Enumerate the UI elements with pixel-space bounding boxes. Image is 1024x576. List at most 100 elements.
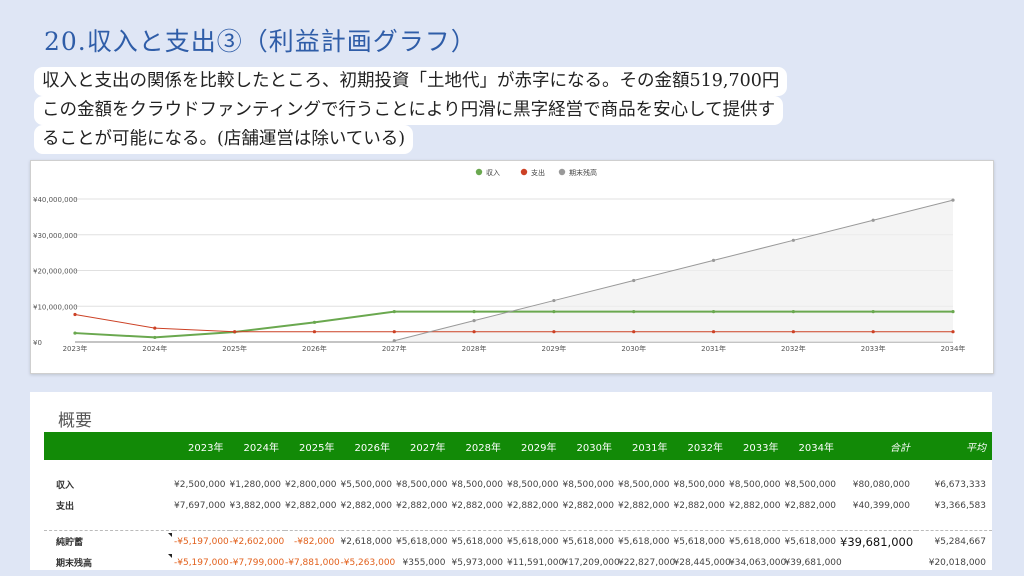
data-point	[472, 310, 476, 314]
line-chart: ¥0 ¥10,000,000 ¥20,000,000 ¥30,000,000 ¥40,0…	[33, 168, 966, 353]
x-tick-label: 2023年	[63, 344, 88, 353]
data-point	[951, 198, 955, 202]
table-cell: ¥5,618,000	[618, 530, 674, 552]
table-cell: ¥8,500,000	[562, 479, 615, 490]
header-year: 2033年	[729, 432, 785, 460]
header-year: 2025年	[285, 432, 341, 460]
table-cell: -¥7,881,000	[285, 557, 340, 568]
row-label: 支出	[56, 502, 75, 512]
data-point	[233, 330, 237, 334]
summary-panel: 概要 2023年 2024年 2025年 2026年 2027年 2028年 2…	[30, 392, 992, 570]
data-point	[871, 310, 875, 314]
line-chart-panel: ¥0 ¥10,000,000 ¥20,000,000 ¥30,000,000 ¥40,0…	[30, 160, 994, 374]
table-cell: -¥82,000	[285, 530, 341, 552]
x-tick-label: 2034年	[941, 344, 966, 353]
data-point	[632, 310, 636, 314]
data-point	[472, 330, 476, 334]
row-label: 純貯蓄	[44, 530, 174, 552]
data-point	[153, 326, 157, 330]
table-cell: ¥22,827,000	[618, 557, 676, 568]
summary-title: 概要	[58, 411, 92, 431]
table-cell: ¥8,500,000	[673, 479, 726, 490]
table-cell: ¥2,500,000	[174, 479, 226, 490]
header-year: 2027年	[396, 432, 452, 460]
data-point	[392, 339, 396, 343]
table-cell: ¥5,973,000	[451, 557, 504, 568]
x-tick-label: 2031年	[701, 344, 726, 353]
description-line: ることが可能になる。(店舗運営は除いている)	[34, 125, 414, 154]
table-row: 純貯蓄 -¥5,197,000 -¥2,602,000 -¥82,000 ¥2,618,…	[44, 530, 992, 552]
x-tick-label: 2028年	[462, 344, 487, 353]
header-year: 2031年	[618, 432, 674, 460]
data-point	[711, 258, 716, 262]
table-cell: ¥2,882,000	[562, 500, 615, 511]
table-cell: ¥20,018,000	[928, 557, 986, 568]
table-cell: -¥5,197,000	[174, 557, 229, 568]
header-year: 2030年	[562, 432, 618, 460]
x-tick-label: 2032年	[781, 344, 806, 353]
y-tick-label: ¥20,000,000	[33, 268, 78, 276]
header-year: 2028年	[451, 432, 507, 460]
table-cell: ¥5,618,000	[396, 530, 452, 552]
table-cell: ¥8,500,000	[396, 479, 448, 490]
row-label: 収入	[56, 481, 75, 491]
table-cell: ¥2,800,000	[285, 479, 337, 490]
table-cell: ¥2,882,000	[396, 500, 448, 511]
x-tick-label: 2030年	[621, 344, 646, 353]
table-cell: ¥6,673,333	[934, 479, 986, 490]
table-cell: ¥8,500,000	[507, 479, 559, 490]
data-point	[552, 330, 556, 334]
table-cell: -¥5,197,000	[174, 530, 230, 552]
series-line-0	[74, 310, 953, 339]
table-row: 期末残高 -¥5,197,000 -¥7,799,000 -¥7,881,000 -¥5…	[44, 552, 992, 573]
table-cell: ¥3,882,000	[229, 500, 282, 511]
description-line: この金額をクラウドファンティングで行うことにより円滑に黒字経営で商品を安心して提…	[34, 96, 784, 125]
header-year: 2023年	[174, 432, 230, 460]
spacer-row	[44, 516, 992, 531]
row-label: 期末残高	[44, 552, 174, 573]
table-cell: -¥2,602,000	[229, 530, 285, 552]
table-cell: ¥2,882,000	[507, 500, 559, 511]
header-year: 2024年	[229, 432, 285, 460]
table-cell: ¥2,882,000	[784, 500, 837, 511]
table-cell: ¥5,284,667	[916, 530, 992, 552]
table-cell: ¥34,063,000	[729, 557, 787, 568]
data-point	[711, 330, 716, 334]
header-total: 合計	[840, 432, 916, 460]
x-tick-label: 2027年	[382, 344, 407, 353]
legend-label: 支出	[531, 168, 545, 177]
data-point	[392, 330, 396, 334]
x-tick-label: 2024年	[142, 344, 167, 353]
data-point	[153, 335, 157, 340]
table-cell: ¥7,697,000	[174, 500, 226, 511]
data-point	[73, 331, 77, 335]
data-point	[951, 330, 955, 334]
table-cell: ¥2,882,000	[451, 500, 504, 511]
x-tick-label: 2025年	[222, 344, 247, 353]
data-point	[552, 310, 556, 314]
table-cell: ¥5,618,000	[784, 530, 840, 552]
table-cell: ¥17,209,000	[562, 557, 620, 568]
header-year: 2026年	[340, 432, 396, 460]
data-point	[791, 238, 795, 242]
table-cell: ¥355,000	[402, 557, 446, 568]
spacer-row	[44, 460, 992, 474]
x-tick-label: 2029年	[541, 344, 566, 353]
data-point	[312, 330, 317, 334]
data-point	[791, 330, 795, 334]
table-cell	[840, 552, 916, 573]
table-cell: ¥8,500,000	[784, 479, 837, 490]
data-point	[791, 310, 795, 314]
data-point	[871, 330, 875, 334]
header-blank	[44, 432, 174, 460]
description-box: 収入と支出の関係を比較したところ、初期投資「土地代」が赤字になる。その金額519…	[34, 67, 788, 154]
legend-label: 収入	[486, 169, 500, 177]
table-cell: ¥40,399,000	[852, 500, 910, 511]
table-cell: ¥2,882,000	[618, 500, 670, 511]
y-tick-label: ¥40,000,000	[33, 196, 78, 204]
header-average: 平均	[916, 432, 992, 460]
x-tick-label: 2033年	[861, 344, 886, 353]
table-row: 支出 ¥7,697,000 ¥3,882,000 ¥2,882,000 ¥2,882,0…	[44, 495, 992, 516]
legend-marker	[475, 168, 483, 176]
data-point	[392, 310, 396, 314]
